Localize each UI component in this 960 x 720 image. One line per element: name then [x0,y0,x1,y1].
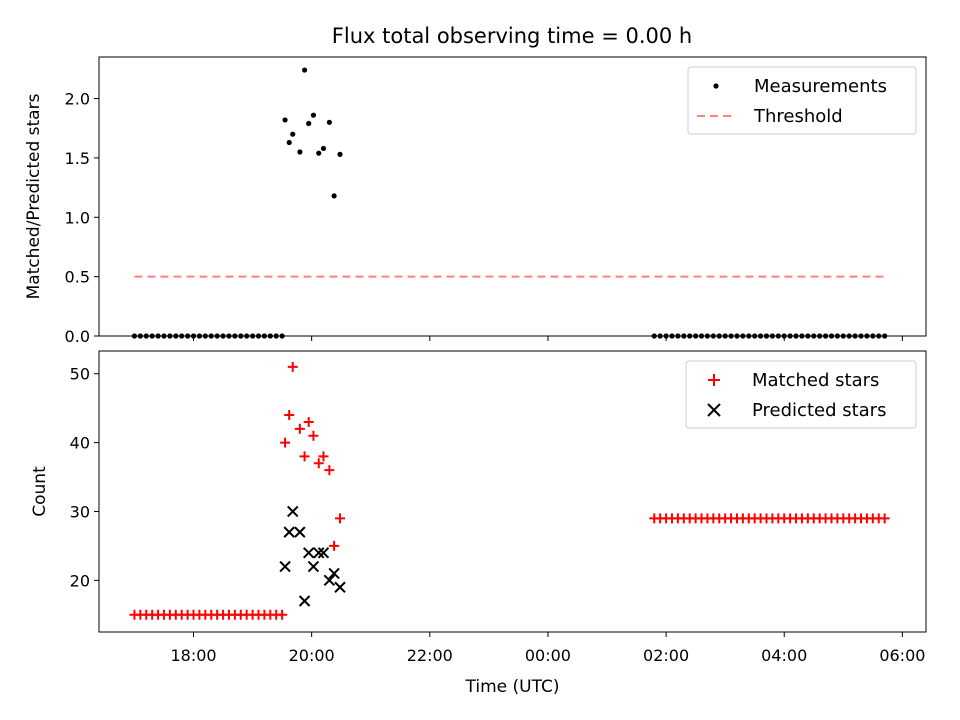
y-tick-label: 40 [70,434,90,453]
count-panel: 20 30 40 50 18:00 20:00 22:00 00:00 02:00 04:00 06… [30,350,927,697]
x-tick-label: 00:00 [525,646,571,665]
x-tick-label: 22:00 [407,646,453,665]
legend-label: Measurements [754,76,887,97]
y-tick-label: 30 [70,502,90,521]
y-tick-label: 20 [70,571,90,590]
matched-star-point [335,513,346,524]
legend-label: Predicted stars [752,400,886,421]
predicted-star-point [317,547,330,559]
matched-star-point [294,423,305,434]
measurement-point [316,150,322,156]
x-tick-label: 20:00 [289,646,335,665]
predicted-star-point [328,567,340,580]
measurement-point [301,67,308,73]
predicted-star-point [298,595,311,607]
legend-label: Threshold [753,106,843,127]
x-tick-label: 02:00 [643,646,689,665]
predicted-star-point [334,581,346,593]
matched-star-point [879,513,890,524]
y-axis-label: Matched/Predicted stars [24,93,44,299]
predicted-star-point [283,526,295,538]
matched-star-point [318,451,329,462]
legend-matched-swatch [708,374,720,386]
matched-star-point [277,609,288,620]
legend-box [685,360,917,429]
y-tick-label: 2.0 [65,90,90,109]
y-tick-label: 1.5 [65,149,90,168]
chart-title: Flux total observing time = 0.00 h [332,24,692,48]
predicted-star-point [307,560,320,573]
measurement-point [297,149,303,155]
predicted-star-point [279,560,291,573]
measurement-point [282,117,288,123]
legend-label: Matched stars [752,370,879,391]
matched-star-point [299,451,310,462]
measurement-point [306,120,312,127]
y-tick-label: 0.0 [65,327,90,346]
x-tick-label: 18:00 [170,646,216,665]
matched-star-point [308,430,319,441]
measurement-point [331,193,337,199]
matched-star-point [329,540,340,551]
legend-measurement-swatch [713,83,719,89]
y-axis-label: Count [30,466,50,517]
matched-star-point [303,416,314,427]
legend-predicted-swatch [707,403,721,417]
y-tick-label: 50 [70,365,90,384]
legend-box [687,66,917,135]
measurement-point [320,145,327,152]
y-tick-label: 0.5 [65,268,90,287]
predicted-star-point [294,526,306,538]
measurement-point [286,139,292,146]
x-tick-label: 04:00 [761,646,807,665]
predicted-star-point [313,547,325,559]
measurement-point [290,131,296,137]
predicted-star-point [323,574,336,587]
matched-star-point [313,458,324,469]
matched-star-point [284,410,295,421]
x-axis-label: Time (UTC) [465,677,560,697]
x-tick-label: 06:00 [879,646,925,665]
matched-star-point [324,465,335,476]
ratio-panel: 0.0 0.5 1.0 1.5 2.0 Matched/Predicted stars Me… [24,56,927,346]
predicted-star-point [302,547,315,559]
measurement-point [310,112,317,118]
axes-frame [98,350,927,633]
measurement-point [326,119,332,125]
predicted-star-point [287,505,299,518]
measurement-point [337,151,343,157]
matched-star-point [280,437,291,448]
matched-star-point [287,361,298,372]
axes-frame [98,56,927,337]
y-tick-label: 1.0 [65,208,90,227]
